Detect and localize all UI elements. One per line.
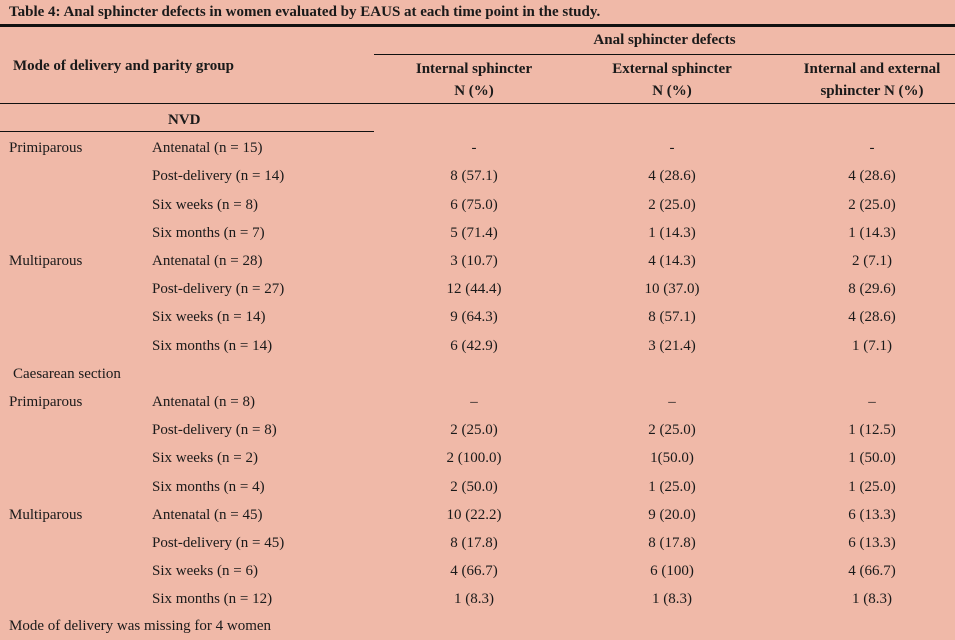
internal-value: 10 (22.2) — [446, 506, 502, 523]
internal-value: 8 (17.8) — [450, 535, 498, 551]
parity-label: Multiparous — [9, 506, 83, 523]
span-underline — [374, 54, 955, 55]
external-value: 4 (14.3) — [648, 253, 696, 269]
both-value: 4 (28.6) — [848, 309, 896, 326]
time-point-label: Six months (n = 12) — [152, 591, 273, 608]
time-point-label: Antenatal (n = 28) — [152, 253, 263, 269]
parity-label: Primiparous — [9, 140, 83, 157]
external-value: 8 (57.1) — [648, 309, 696, 326]
time-point-label: Six weeks (n = 8) — [152, 196, 258, 213]
time-point-label: Six weeks (n = 6) — [152, 563, 258, 580]
both-value: - — [869, 140, 875, 157]
header-row-group: Mode of delivery and parity group — [13, 58, 234, 74]
internal-value: 12 (44.4) — [446, 281, 502, 298]
both-value: – — [868, 394, 876, 410]
internal-value: - — [471, 140, 477, 157]
header-col-internal-2: N (%) — [454, 83, 494, 99]
table-title: Table 4: Anal sphincter defects in women… — [9, 4, 601, 20]
external-value: 1 (8.3) — [652, 591, 692, 608]
parity-label: Primiparous — [9, 394, 83, 410]
internal-value: 9 (64.3) — [450, 309, 498, 326]
internal-value: 8 (57.1) — [450, 168, 498, 185]
header-span-label: Anal sphincter defects — [593, 32, 736, 48]
external-value: 8 (17.8) — [648, 535, 696, 551]
time-point-label: Antenatal (n = 15) — [152, 140, 263, 157]
header-col-internal-1: Internal sphincter — [415, 61, 533, 77]
header-bottom-rule — [0, 103, 955, 104]
time-point-label: Post-delivery (n = 27) — [152, 281, 285, 298]
external-value: 3 (21.4) — [648, 337, 696, 354]
internal-value: 1 (8.3) — [454, 591, 494, 608]
external-value: 2 (25.0) — [648, 422, 696, 439]
time-point-label: Six months (n = 7) — [152, 224, 265, 241]
time-point-label: Post-delivery (n = 8) — [152, 422, 277, 439]
internal-value: 4 (66.7) — [450, 563, 498, 580]
internal-value: 6 (42.9) — [450, 337, 498, 354]
external-value: - — [669, 140, 675, 157]
time-point-label: Six weeks (n = 14) — [152, 309, 266, 326]
internal-value: 2 (50.0) — [450, 478, 498, 495]
time-point-label: Post-delivery (n = 45) — [152, 535, 285, 551]
both-value: 8 (29.6) — [848, 281, 896, 298]
both-value: 4 (66.7) — [848, 563, 896, 580]
both-value: 1 (14.3) — [848, 224, 896, 241]
both-value: 6 (13.3) — [848, 535, 896, 551]
internal-value: 2 (25.0) — [450, 422, 498, 439]
time-point-label: Antenatal (n = 8) — [152, 394, 256, 410]
both-value: 6 (13.3) — [848, 506, 896, 523]
time-point-label: Post-delivery (n = 14) — [152, 168, 285, 185]
external-value: 1 (14.3) — [648, 224, 696, 241]
internal-value: 6 (75.0) — [450, 196, 498, 213]
both-value: 1 (7.1) — [852, 337, 892, 354]
external-value: 1(50.0) — [650, 450, 694, 467]
both-value: 2 (25.0) — [848, 196, 896, 213]
external-value: – — [668, 394, 676, 410]
both-value: 1 (25.0) — [848, 478, 896, 495]
header-col-both-2: sphincter N (%) — [820, 83, 924, 99]
footnote: Mode of delivery was missing for 4 women — [9, 618, 272, 634]
both-value: 1 (12.5) — [848, 422, 896, 439]
parity-label: Multiparous — [9, 253, 83, 269]
internal-value: 5 (71.4) — [450, 224, 498, 241]
external-value: 6 (100) — [650, 563, 694, 580]
both-value: 4 (28.6) — [848, 168, 896, 185]
section-label: Caesarean section — [13, 365, 121, 382]
time-point-label: Antenatal (n = 45) — [152, 506, 263, 523]
external-value: 4 (28.6) — [648, 168, 696, 185]
time-point-label: Six weeks (n = 2) — [152, 450, 258, 467]
external-value: 10 (37.0) — [644, 281, 700, 298]
both-value: 2 (7.1) — [852, 253, 892, 269]
time-point-label: Six months (n = 4) — [152, 478, 265, 495]
external-value: 2 (25.0) — [648, 196, 696, 213]
external-value: 9 (20.0) — [648, 506, 696, 523]
external-value: 1 (25.0) — [648, 478, 696, 495]
both-value: 1 (8.3) — [852, 591, 892, 608]
internal-value: 2 (100.0) — [446, 450, 502, 467]
internal-value: 3 (10.7) — [450, 253, 498, 269]
section-label: NVD — [168, 112, 201, 128]
header-col-both-1: Internal and external — [803, 61, 941, 77]
time-point-label: Six months (n = 14) — [152, 337, 273, 354]
section-underline — [0, 131, 374, 132]
both-value: 1 (50.0) — [848, 450, 896, 467]
internal-value: – — [470, 394, 478, 410]
header-col-external-1: External sphincter — [612, 61, 732, 77]
top-rule — [0, 24, 955, 27]
header-col-external-2: N (%) — [652, 83, 692, 99]
